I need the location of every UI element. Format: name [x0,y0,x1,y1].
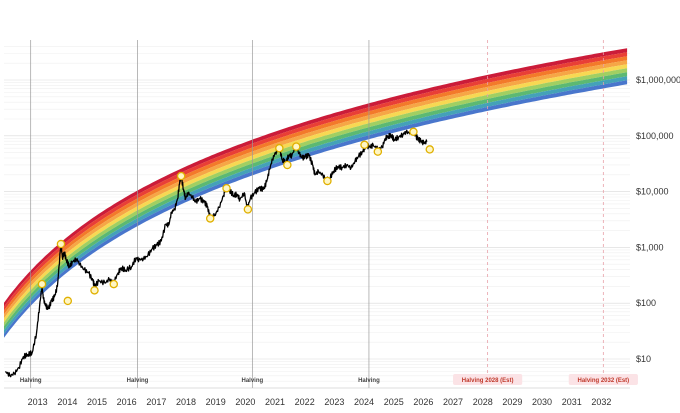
x-tick-label: 2020 [235,397,255,407]
rainbow-bands [0,0,680,338]
x-tick-label: 2028 [473,397,493,407]
x-tick-label: 2018 [176,397,196,407]
x-tick-label: 2021 [265,397,285,407]
y-tick-label: $10 [636,354,651,364]
x-tick-label: 2031 [562,397,582,407]
price-series [4,128,428,378]
highlight-point[interactable] [291,142,301,151]
halving-label: Halving 2032 (Est) [577,378,629,384]
x-tick-label: 2014 [57,397,77,407]
y-axis: $10 $100 $1,000 $10,000 $100,000 $1,000,000 [636,75,680,364]
highlight-point[interactable] [373,147,383,156]
halving-label: Halving [358,378,380,384]
x-tick-label: 2027 [443,397,463,407]
halving-est-badge [453,374,523,385]
x-tick-label: 2029 [502,397,522,407]
highlight-point[interactable] [409,127,418,137]
highlight-point[interactable] [56,239,66,249]
band-buy [4,76,628,334]
x-tick-label: 2025 [384,397,404,407]
highlight-point[interactable] [323,176,332,186]
x-tick-label: 2022 [295,397,315,407]
highlight-point[interactable] [205,214,215,223]
x-tick-label: 2024 [354,397,374,407]
halving-label: Halving [20,378,42,384]
plot-top-mask [0,0,680,40]
x-tick-label: 2016 [117,397,137,407]
x-tick-label: 2030 [532,397,552,407]
halving-label: Halving [127,378,149,384]
x-tick-label: 2026 [413,397,433,407]
highlight-point[interactable] [425,145,435,154]
x-axis: 2013 2014 2015 2016 2017 2018 2019 2020 2021 2022… [4,387,630,407]
x-tick-label: 2019 [206,397,226,407]
highlight-point[interactable] [283,160,292,170]
x-tick-label: 2013 [28,397,48,407]
highlight-point[interactable] [176,171,186,181]
y-tick-label: $1,000 [636,242,664,252]
highlight-point[interactable] [109,279,119,289]
halving-label: Halving 2028 (Est) [462,378,514,384]
y-tick-label: $10,000 [636,187,669,197]
y-tick-label: $1,000,000 [636,75,680,85]
halving-markers: Halving Halving Halving Halving Halving 2028… [20,40,638,388]
halving-est-badge [568,374,638,385]
x-tick-label: 2023 [324,397,344,407]
highlight-point[interactable] [222,183,231,193]
price-line [4,128,428,378]
y-tick-label: $100 [636,298,656,308]
halving-label: Halving [242,378,264,384]
x-tick-label: 2015 [87,397,107,407]
x-tick-label: 2017 [146,397,166,407]
y-tick-label: $100,000 [636,131,674,141]
highlight-point[interactable] [37,279,47,289]
highlight-point[interactable] [63,296,73,306]
highlight-point[interactable] [243,205,253,214]
highlight-points [37,127,435,306]
x-tick-label: 2032 [591,397,611,407]
highlight-point[interactable] [90,286,99,295]
highlight-point[interactable] [360,140,369,150]
highlight-point[interactable] [275,143,284,153]
